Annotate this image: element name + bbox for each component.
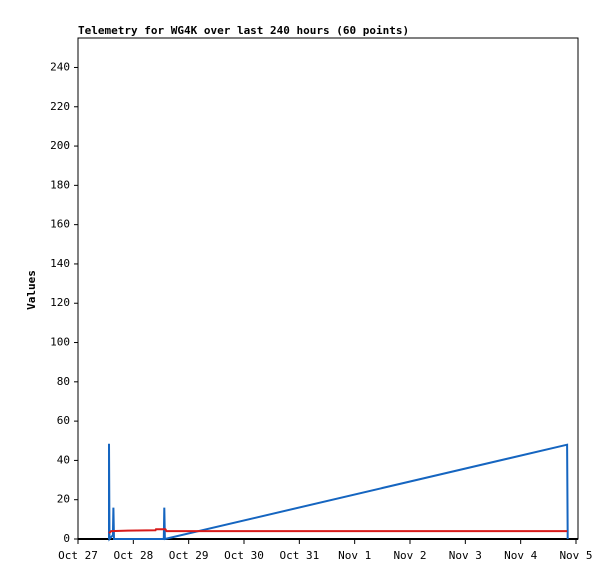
x-tick-label: Nov 2 [393,549,426,562]
y-tick-label: 20 [57,493,70,506]
y-tick-label: 160 [50,218,70,231]
y-tick-label: 140 [50,257,70,270]
x-tick-label: Nov 3 [449,549,482,562]
x-tick-label: Oct 30 [224,549,264,562]
x-tick-label: Oct 29 [169,549,209,562]
y-tick-label: 180 [50,178,70,191]
plot-frame [77,37,579,540]
x-tick-label: Nov 1 [338,549,371,562]
y-tick-label: 220 [50,100,70,113]
series-line [108,443,569,542]
x-tick-label: Oct 27 [58,549,98,562]
x-tick-label: Oct 28 [113,549,153,562]
x-tick-label: Nov 5 [559,549,592,562]
y-tick-label: 40 [57,453,70,466]
y-tick-label: 100 [50,336,70,349]
y-axis-title: Values [25,270,38,310]
y-tick-label: 80 [57,375,70,388]
series-line [108,528,568,534]
y-tick-label: 200 [50,139,70,152]
y-tick-label: 0 [63,532,70,545]
y-tick-label: 60 [57,414,70,427]
x-tick-label: Nov 4 [504,549,537,562]
y-tick-label: 120 [50,296,70,309]
chart-title: Telemetry for WG4K over last 240 hours (… [78,24,409,37]
x-tick-label: Oct 31 [279,549,319,562]
y-tick-label: 240 [50,60,70,73]
